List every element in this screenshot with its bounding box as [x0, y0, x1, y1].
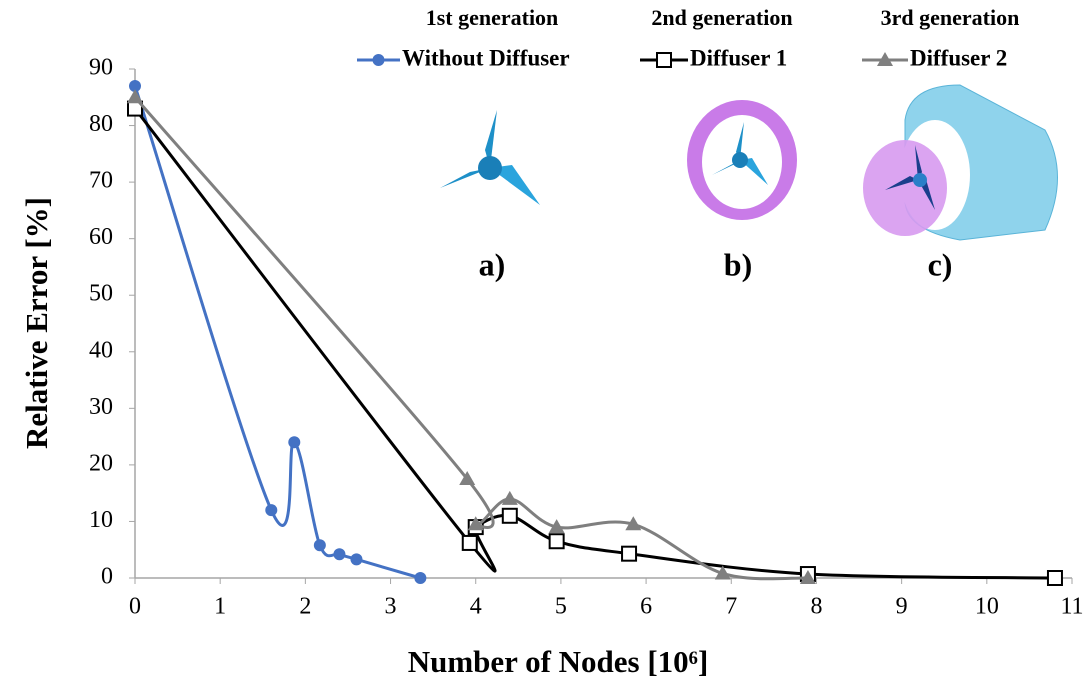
legend-label: Diffuser 2 — [910, 45, 1007, 70]
marker — [1048, 571, 1062, 585]
y-tick-label: 70 — [89, 168, 113, 194]
turbine-b — [687, 100, 797, 220]
series-line — [135, 86, 420, 578]
x-tick-label: 3 — [385, 594, 397, 620]
x-tick-label: 6 — [640, 594, 652, 620]
turbine-a — [440, 110, 540, 205]
x-tick-label: 0 — [129, 594, 141, 620]
x-tick-label: 2 — [299, 594, 311, 620]
marker — [550, 534, 564, 548]
y-tick-label: 40 — [89, 337, 113, 363]
marker — [622, 547, 636, 561]
x-tick-label: 4 — [470, 594, 482, 620]
x-axis-title: Number of Nodes [10⁶] — [408, 644, 709, 679]
marker — [657, 53, 671, 67]
y-tick-label: 0 — [101, 564, 113, 590]
y-tick-label: 60 — [89, 224, 113, 250]
marker — [463, 536, 477, 550]
x-tick-label: 5 — [555, 594, 567, 620]
y-tick-label: 20 — [89, 450, 113, 476]
x-tick-label: 11 — [1060, 594, 1083, 620]
x-tick-label: 7 — [725, 594, 737, 620]
legend-label: Without Diffuser — [402, 45, 570, 70]
x-tick-label: 9 — [896, 594, 908, 620]
legend-label: Diffuser 1 — [690, 45, 787, 70]
marker — [127, 89, 143, 103]
x-tick-label: 1 — [214, 594, 226, 620]
generation-label: 2nd generation — [651, 5, 792, 30]
generation-label: 3rd generation — [881, 5, 1020, 30]
marker — [350, 553, 362, 565]
marker — [333, 548, 345, 560]
y-axis-title: Relative Error [%] — [19, 197, 54, 449]
chart: Relative Error [%] Number of Nodes [10⁶]… — [0, 0, 1085, 693]
turbine-c — [863, 85, 1058, 240]
y-tick-label: 30 — [89, 394, 113, 420]
marker — [373, 54, 385, 66]
marker — [503, 509, 517, 523]
y-tick-label: 90 — [89, 55, 113, 81]
y-tick-label: 80 — [89, 111, 113, 137]
marker — [502, 491, 518, 505]
panel-label: c) — [928, 246, 953, 282]
panel-label: b) — [724, 246, 752, 282]
y-tick-label: 50 — [89, 281, 113, 307]
marker — [414, 572, 426, 584]
x-tick-label: 8 — [810, 594, 822, 620]
marker — [265, 504, 277, 516]
panel-label: a) — [479, 246, 506, 282]
marker — [314, 539, 326, 551]
marker — [288, 436, 300, 448]
generation-label: 1st generation — [426, 5, 559, 30]
y-tick-label: 10 — [89, 507, 113, 533]
x-tick-label: 10 — [975, 594, 999, 620]
